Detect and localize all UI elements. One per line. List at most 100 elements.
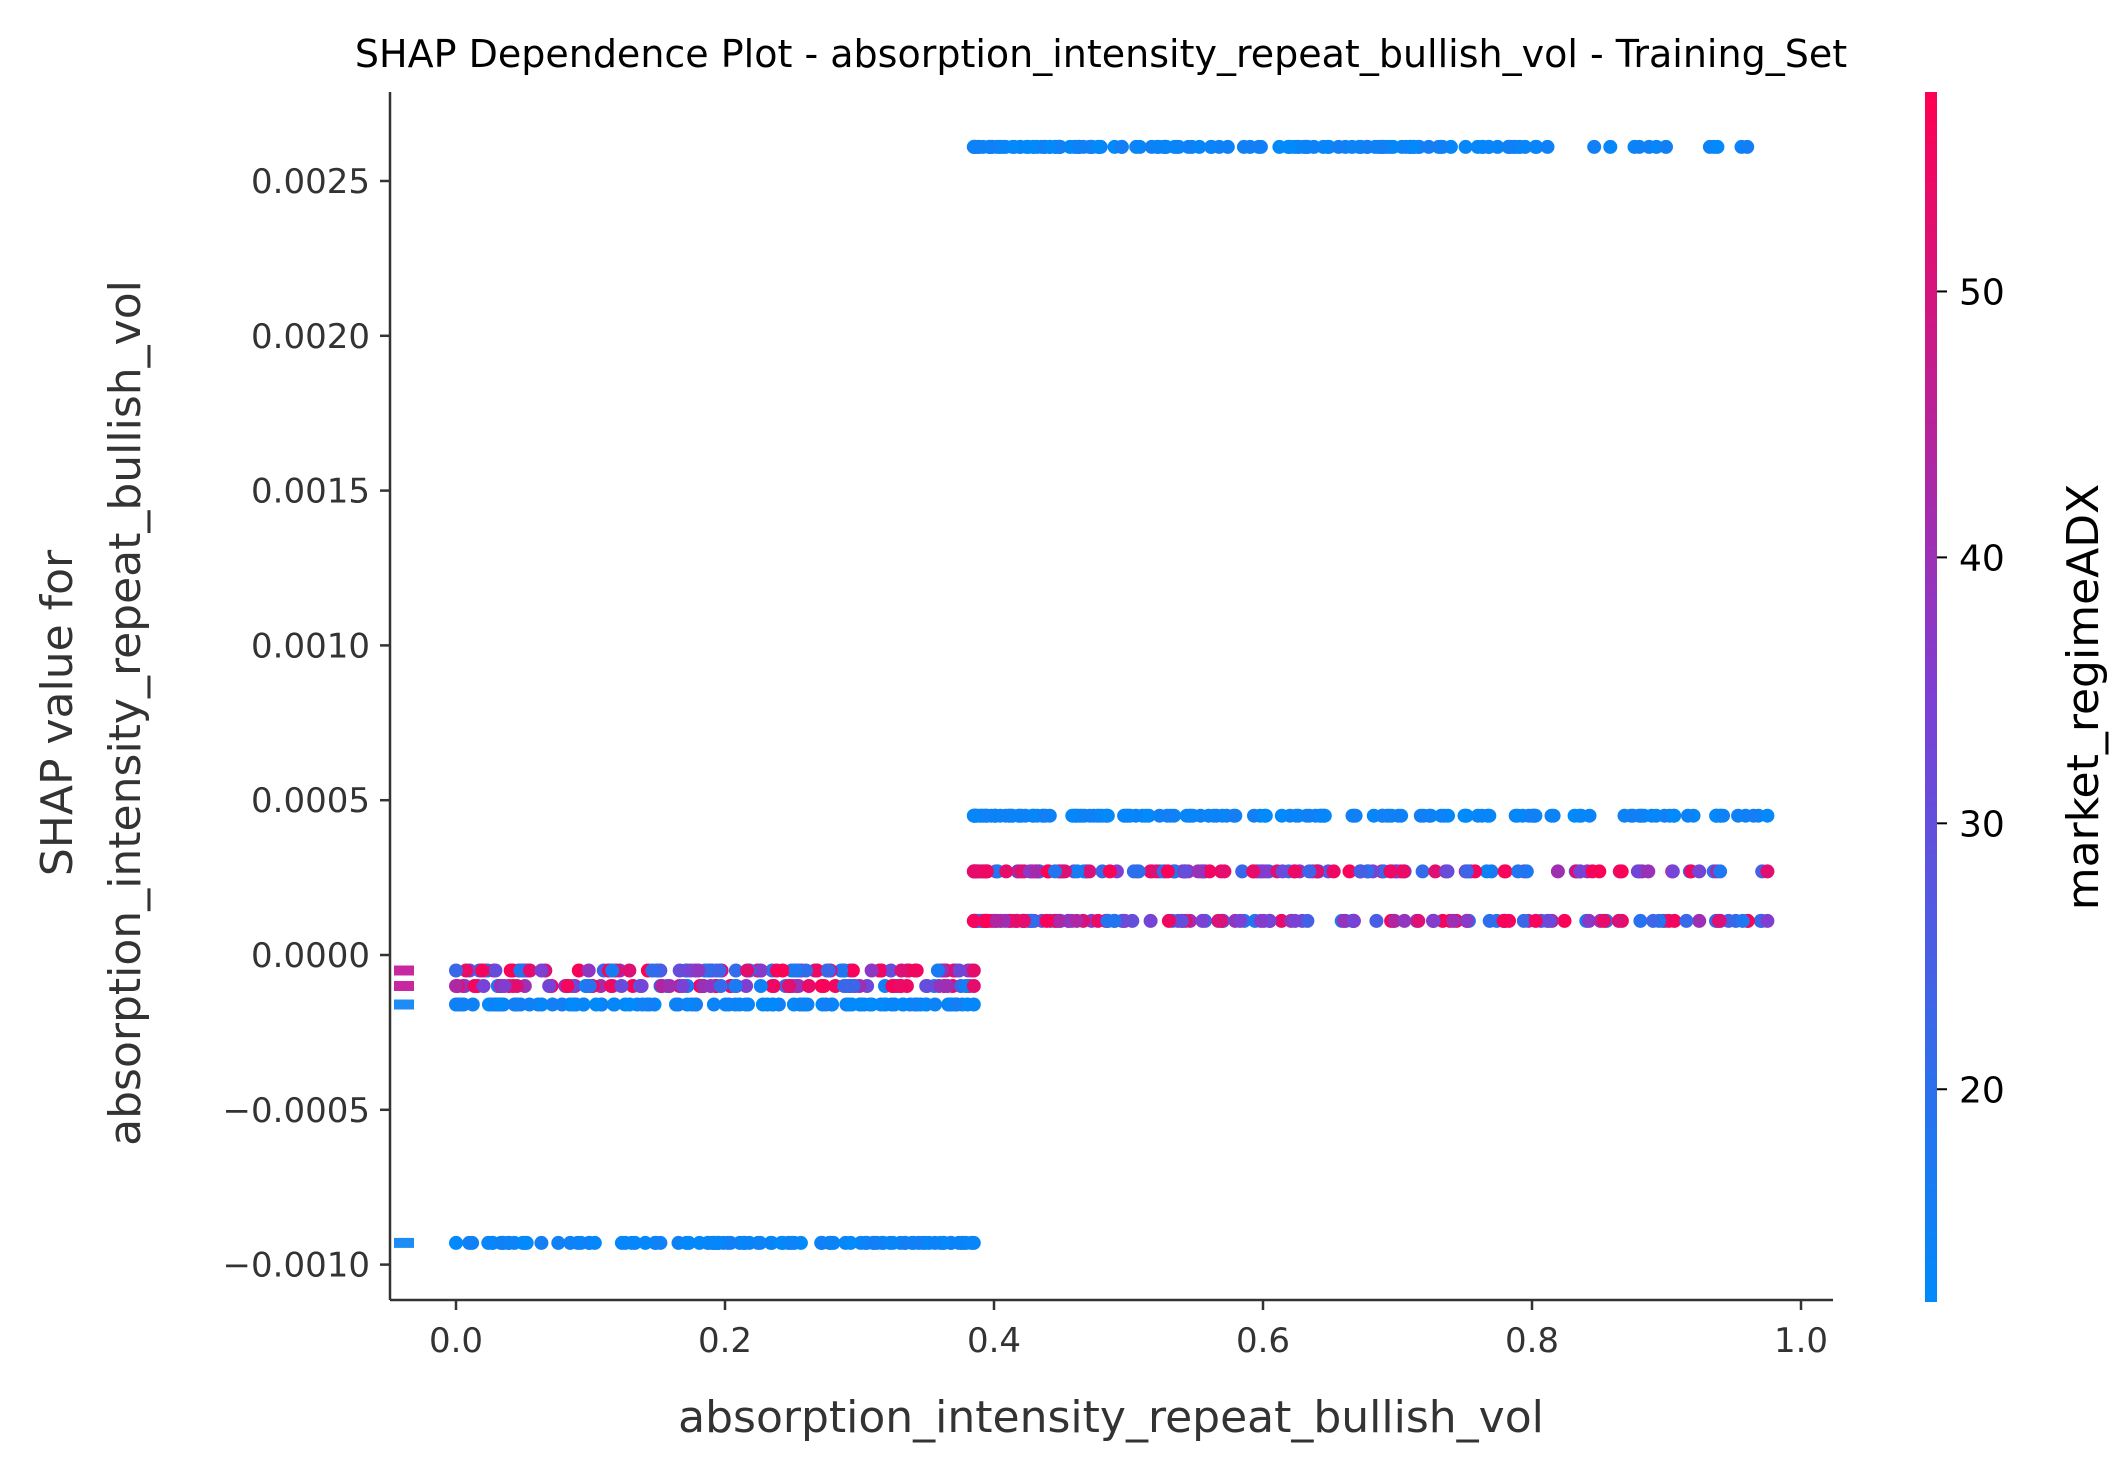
scatter-point: [839, 979, 854, 993]
scatter-point: [510, 997, 525, 1012]
scatter-point: [742, 1235, 757, 1250]
scatter-point: [638, 1235, 653, 1250]
scatter-point: [1175, 913, 1189, 928]
scatter-point: [1042, 139, 1057, 154]
scatter-point: [1649, 139, 1664, 154]
scatter-point: [675, 979, 690, 993]
scatter-point: [1665, 864, 1680, 879]
scatter-point: [671, 997, 686, 1012]
scatter-point: [502, 1235, 517, 1250]
scatter-point: [1348, 808, 1363, 823]
scatter-point: [1641, 864, 1656, 879]
scatter-point: [1679, 913, 1694, 928]
scatter-point: [581, 963, 596, 978]
scatter-point: [911, 1235, 926, 1250]
scatter-point: [645, 963, 660, 978]
scatter-point: [1114, 139, 1129, 154]
x-axis-label: absorption_intensity_repeat_bullish_vol: [678, 1392, 1544, 1443]
scatter-point: [894, 963, 909, 978]
scatter-point: [1397, 913, 1412, 928]
scatter-point: [951, 1235, 966, 1250]
scatter-point: [1214, 913, 1228, 928]
scatter-point: [1065, 808, 1080, 823]
scatter-point: [834, 963, 849, 978]
colorbar: [1925, 92, 1937, 1302]
scatter-point: [635, 997, 650, 1012]
scatter-point: [1326, 864, 1341, 879]
scatter-point: [517, 1235, 532, 1250]
scatter-point: [534, 963, 549, 978]
scatter-point: [1681, 808, 1695, 823]
scatter-point: [1603, 139, 1618, 154]
scatter-point: [1383, 864, 1398, 879]
scatter-point: [989, 913, 1004, 928]
scatter-point: [1195, 913, 1210, 928]
scatter-point: [785, 1235, 800, 1250]
scatter-point: [1217, 864, 1232, 879]
scatter-point: [799, 963, 813, 978]
scatter-point: [1528, 139, 1543, 154]
scatter-point: [1107, 913, 1122, 928]
scatter-point: [1005, 139, 1020, 154]
scatter-point: [1178, 864, 1193, 879]
scatter-point: [1433, 139, 1448, 154]
scatter-point: [1716, 808, 1730, 823]
scatter-point: [1353, 864, 1368, 879]
scatter-point: [898, 1235, 913, 1250]
scatter-point: [883, 963, 898, 978]
scatter-point: [1546, 808, 1561, 823]
scatter-point: [1692, 913, 1707, 928]
missing-value-markers: [394, 965, 414, 1248]
scatter-point: [622, 997, 637, 1012]
scatter-point: [1331, 139, 1346, 154]
scatter-point: [966, 864, 981, 879]
scatter-point: [1375, 808, 1390, 823]
scatter-point: [534, 997, 549, 1012]
scatter-point: [1201, 808, 1216, 823]
scatter-point: [1163, 808, 1178, 823]
y-axis-label-line2: absorption_intensity_repeat_bullish_vol: [100, 280, 151, 1146]
scatter-point: [883, 1235, 898, 1250]
scatter-point: [1503, 139, 1518, 154]
missing-value-marker: [394, 981, 414, 991]
scatter-point: [542, 979, 557, 993]
scatter-point: [1091, 139, 1106, 154]
scatter-point: [866, 1235, 881, 1250]
scatter-point: [907, 997, 922, 1012]
scatter-point: [1760, 864, 1775, 879]
scatter-point: [607, 997, 622, 1012]
scatter-point: [920, 979, 935, 993]
scatter-point: [821, 963, 836, 978]
scatter-point: [1069, 913, 1084, 928]
scatter-point: [1246, 864, 1261, 879]
scatter-point: [1481, 139, 1496, 154]
scatter-point: [1243, 139, 1258, 154]
scatter-point: [459, 963, 474, 978]
scatter-point: [765, 997, 780, 1012]
y-tick-label: 0.0010: [251, 626, 370, 666]
scatter-point: [497, 979, 512, 993]
scatter-point: [1596, 913, 1611, 928]
scatter-point: [1617, 808, 1632, 823]
scatter-point: [481, 1235, 496, 1250]
scatter-point: [1557, 913, 1572, 928]
scatter-point: [1143, 913, 1158, 928]
scatter-point: [1460, 913, 1474, 928]
scatter-point: [476, 979, 491, 993]
missing-value-marker: [394, 965, 414, 976]
scatter-point: [1633, 913, 1648, 928]
scatter-point: [788, 963, 803, 978]
scatter-point: [949, 997, 964, 1012]
scatter-point: [1387, 913, 1402, 928]
scatter-point: [1540, 139, 1555, 154]
scatter-point: [1082, 864, 1097, 879]
scatter-point: [864, 963, 879, 978]
scatter-point: [1257, 808, 1272, 823]
scatter-point: [1470, 808, 1485, 823]
colorbar-tick-label: 30: [1959, 804, 2005, 845]
y-tick-label: −0.0005: [223, 1091, 370, 1131]
scatter-point: [966, 963, 981, 978]
scatter-point: [1226, 808, 1241, 823]
scatter-point: [1482, 808, 1497, 823]
